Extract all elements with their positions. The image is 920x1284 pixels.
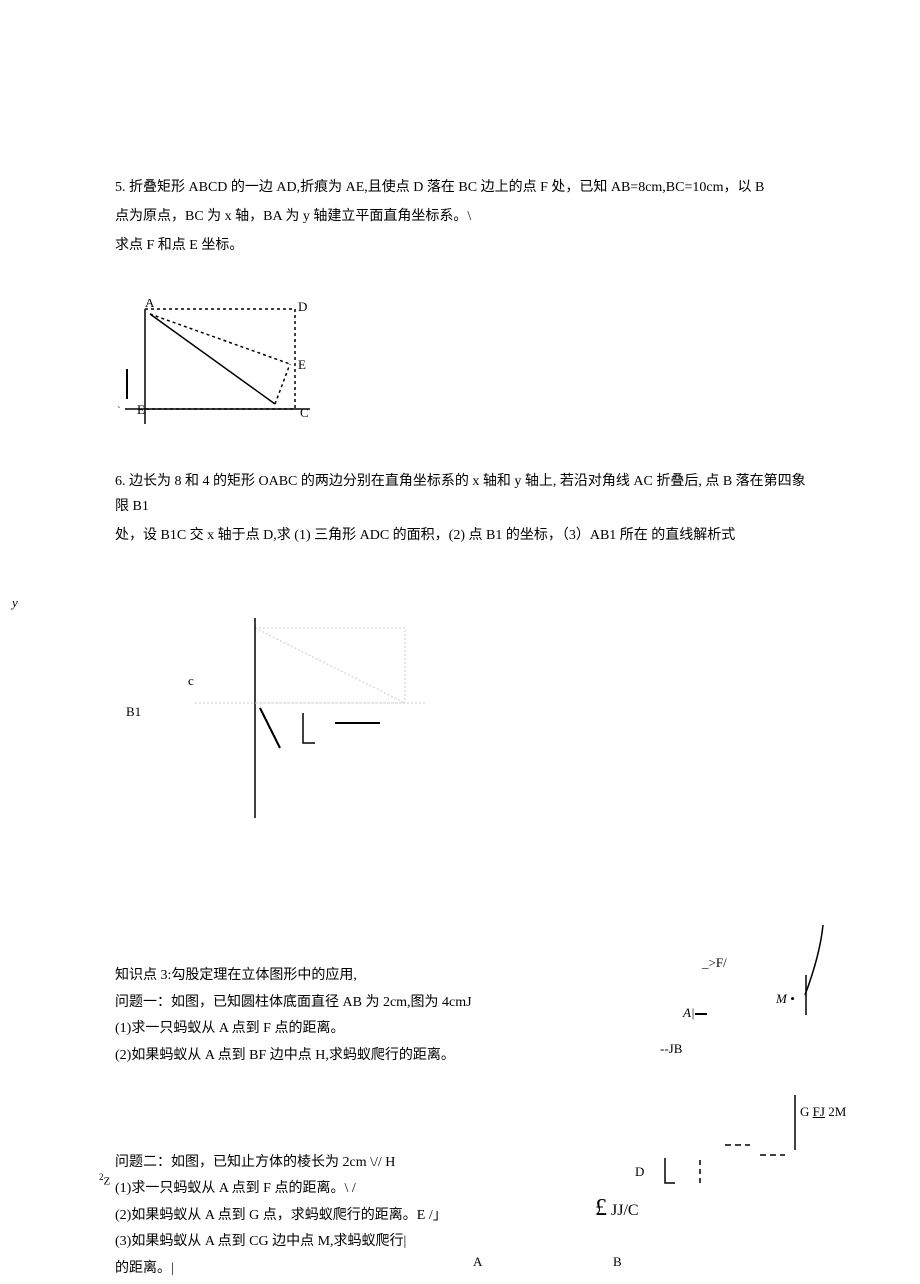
a-label-bottom: A	[473, 1254, 482, 1270]
cube-dash-1-icon	[720, 1140, 760, 1150]
figure-6-svg	[195, 618, 455, 818]
problem-6-line-1: 6. 边长为 8 和 4 的矩形 OABC 的两边分别在直角坐标系的 x 轴和 …	[115, 469, 810, 519]
figure-6	[115, 578, 810, 823]
q2-sub3: (3)如果蚂蚁从 A 点到 CG 边中点 M,求蚂蚁爬行|	[115, 1229, 810, 1256]
cylinder-side-icon	[801, 970, 811, 1020]
a-tick-icon	[695, 1005, 715, 1023]
c-label: c	[188, 673, 194, 689]
q2-sub4: 的距离。|	[115, 1256, 810, 1283]
y-axis-label: y	[12, 595, 18, 611]
svg-text:C: C	[300, 405, 309, 420]
cube-dash-2-icon	[755, 1150, 795, 1160]
svg-text:E: E	[137, 402, 145, 417]
problem-5-line-2: 点为原点，BC 为 x 轴，BA 为 y 轴建立平面直角坐标系。\	[115, 204, 810, 229]
m-label: M •	[776, 991, 795, 1007]
figure-5: A D E C ` E	[115, 299, 810, 439]
b-label-bottom: B	[613, 1254, 622, 1270]
q1-sub2: (2)如果蚂蚁从 A 点到 BF 边中点 H,求蚂蚁爬行的距离。	[115, 1043, 810, 1070]
problem-6-line-2: 处，设 B1C 交 x 轴于点 D,求 (1) 三角形 ADC 的面积，(2) …	[115, 523, 810, 548]
figure-5-svg: A D E C ` E	[115, 299, 335, 434]
z2-label: 2Z	[99, 1172, 110, 1188]
f-label: _>F/	[702, 955, 727, 971]
b1-label: B1	[126, 704, 141, 720]
a-label-cylinder: A|	[683, 1005, 695, 1021]
jjc-label: £ JJ/C	[595, 1195, 639, 1222]
svg-text:E: E	[298, 357, 306, 372]
cube-dash-v-icon	[693, 1160, 708, 1190]
svg-text:D: D	[298, 299, 307, 314]
svg-text:A: A	[145, 299, 155, 310]
svg-text:`: `	[117, 405, 121, 417]
q2-sub2: (2)如果蚂蚁从 A 点到 G 点，求蚂蚁爬行的距离。E /」	[115, 1203, 810, 1230]
d-label-cube: D	[635, 1164, 644, 1180]
problem-5-line-3: 求点 F 和点 E 坐标。	[115, 233, 810, 258]
jb-label: --JB	[660, 1041, 682, 1057]
problem-5-line-1: 5. 折叠矩形 ABCD 的一边 AD,折痕为 AE,且使点 D 落在 BC 边…	[115, 175, 810, 200]
